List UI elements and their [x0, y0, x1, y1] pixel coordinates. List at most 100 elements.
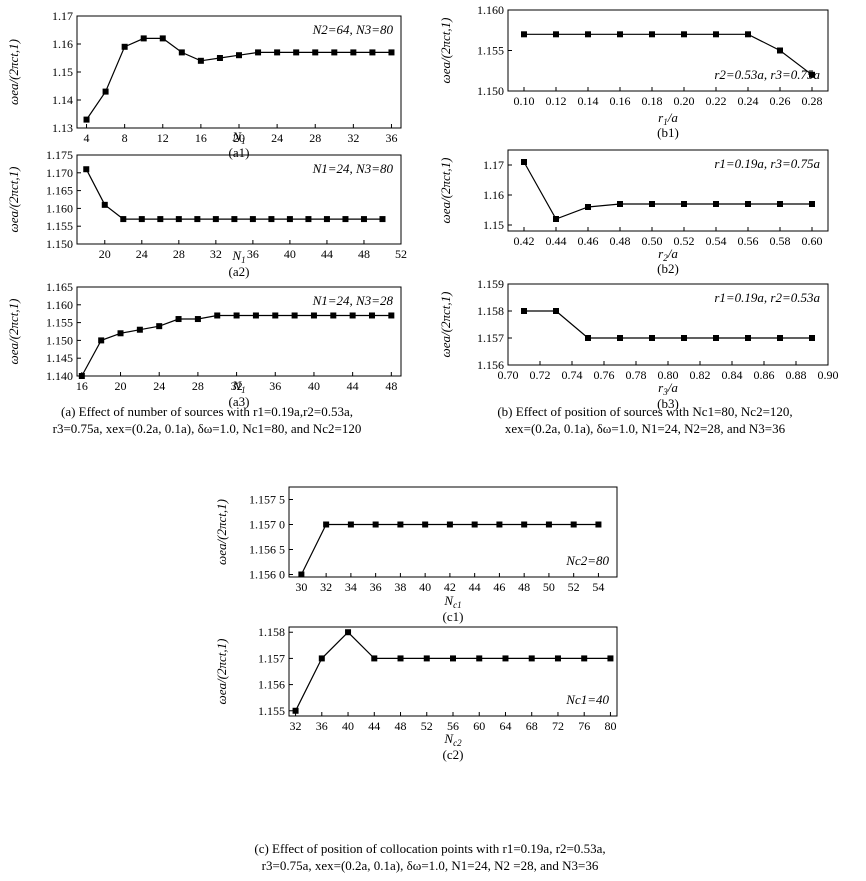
data-point [178, 49, 185, 56]
y-tick-label: 1.160 [46, 298, 73, 312]
x-tick-label: 32 [210, 247, 222, 261]
x-tick-label: 0.52 [674, 234, 695, 248]
data-point [330, 312, 337, 319]
y-tick-label: 1.17 [483, 158, 504, 172]
x-tick-label: 46 [493, 580, 505, 594]
data-point [745, 201, 751, 207]
x-tick-label: 36 [247, 247, 259, 261]
data-point [233, 312, 240, 319]
y-tick-label: 1.156 [258, 678, 285, 692]
data-point [140, 35, 147, 42]
data-point [369, 49, 376, 56]
data-point [450, 655, 456, 662]
x-tick-label: 0.70 [498, 368, 519, 382]
data-point [214, 312, 221, 319]
data-point [521, 308, 527, 314]
x-tick-label: 44 [321, 247, 333, 261]
data-point [617, 201, 623, 207]
y-axis-label: ωea/(2πct,1) [438, 292, 453, 358]
data-point [298, 571, 305, 578]
x-tick-label: 0.56 [738, 234, 759, 248]
y-tick-label: 1.157 5 [249, 493, 285, 507]
x-tick-label: 0.26 [770, 94, 791, 108]
annotation: N1=24, N3=28 [312, 293, 394, 308]
data-point [212, 216, 219, 223]
x-tick-label: 20 [99, 247, 111, 261]
y-tick-label: 1.160 [477, 3, 504, 17]
x-tick-label: 0.12 [546, 94, 567, 108]
y-tick-label: 1.155 [477, 44, 504, 58]
data-point [310, 312, 317, 319]
data-point [350, 49, 357, 56]
data-point [194, 216, 201, 223]
data-point [397, 655, 404, 662]
data-point [713, 31, 719, 38]
annotation: N2=64, N3=80 [312, 22, 394, 37]
x-tick-label: 52 [421, 719, 433, 733]
x-tick-label: 36 [370, 580, 382, 594]
y-axis-label: ωea/(2πct,1) [438, 158, 453, 224]
x-axis-label: Nc1 [443, 593, 461, 610]
x-tick-label: 52 [395, 247, 407, 261]
x-tick-label: 8 [122, 131, 128, 145]
data-point [423, 655, 430, 662]
x-axis-label: N1 [231, 129, 245, 146]
x-tick-label: 36 [385, 131, 397, 145]
data-point [347, 521, 354, 528]
x-tick-label: 24 [153, 379, 165, 393]
y-tick-label: 1.14 [52, 93, 73, 107]
x-tick-label: 44 [469, 580, 481, 594]
y-tick-label: 1.158 [258, 625, 285, 639]
x-tick-label: 0.78 [626, 368, 647, 382]
data-point [649, 31, 655, 38]
y-tick-label: 1.170 [46, 166, 73, 180]
x-tick-label: 24 [271, 131, 283, 145]
subfigure-label: (a1) [229, 145, 250, 160]
chart-a1: 4 8 12 16 20 24 28 32 36 1.13 1.14 1.15 1.16 1.17 N2=6… [6, 9, 402, 160]
x-axis-label: Nc2 [443, 731, 462, 748]
data-point [388, 312, 395, 319]
x-tick-label: 68 [526, 719, 538, 733]
data-point [231, 216, 238, 223]
data-point [713, 335, 719, 341]
x-tick-label: 40 [284, 247, 296, 261]
data-point [585, 335, 591, 341]
data-point [471, 521, 478, 528]
x-axis-label: r3/a [658, 380, 678, 397]
annotation: N1=24, N3=80 [312, 161, 394, 176]
x-tick-label: 28 [192, 379, 204, 393]
x-tick-label: 30 [295, 580, 307, 594]
x-tick-label: 0.16 [610, 94, 631, 108]
x-tick-label: 48 [385, 379, 397, 393]
data-point [521, 31, 527, 38]
data-point [323, 521, 330, 528]
data-point [809, 201, 815, 207]
y-tick-label: 1.140 [46, 369, 73, 383]
x-tick-label: 0.22 [706, 94, 727, 108]
x-tick-label: 48 [358, 247, 370, 261]
data-point [216, 55, 223, 61]
x-tick-label: 36 [269, 379, 281, 393]
data-point [249, 216, 256, 223]
data-point [136, 326, 143, 333]
y-tick-label: 1.150 [46, 333, 73, 347]
y-tick-label: 1.157 0 [249, 518, 285, 532]
data-point [197, 57, 204, 64]
y-tick-label: 1.156 5 [249, 543, 285, 557]
x-tick-label: 0.42 [514, 234, 535, 248]
x-tick-label: 80 [604, 719, 616, 733]
data-point [345, 629, 352, 636]
x-tick-label: 20 [233, 131, 245, 145]
data-point [777, 201, 783, 207]
data-point [236, 52, 242, 59]
data-point [649, 335, 655, 341]
x-tick-label: 0.84 [722, 368, 743, 382]
data-point [252, 312, 259, 319]
data-point [292, 707, 299, 714]
data-point [323, 216, 330, 223]
x-tick-label: 42 [444, 580, 456, 594]
x-axis-label: N1 [231, 248, 245, 265]
y-tick-label: 1.157 [258, 651, 285, 665]
data-point [305, 216, 312, 223]
data-point [157, 216, 164, 223]
